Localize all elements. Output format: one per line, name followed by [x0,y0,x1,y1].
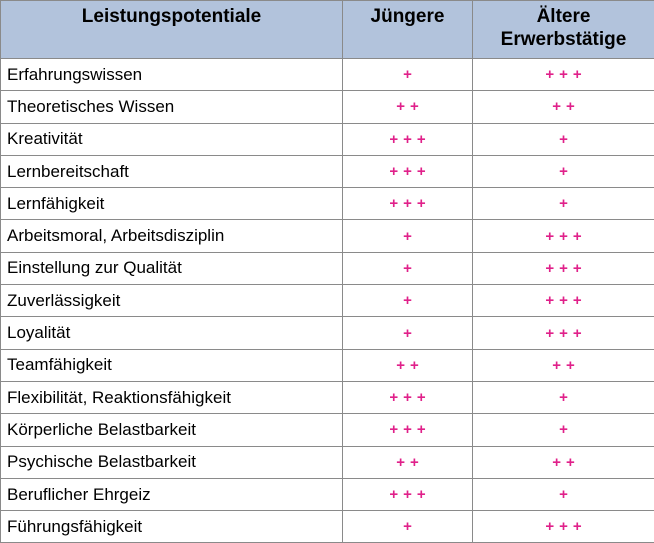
table-row: Einstellung zur Qualität + +++ [0,251,654,286]
table-row: Beruflicher Ehrgeiz +++ + [0,477,654,512]
older-rating-cell: +++ [472,510,654,543]
older-rating-cell: + [472,380,654,415]
younger-rating-cell: +++ [342,477,473,512]
criterion-cell: Beruflicher Ehrgeiz [0,477,343,512]
older-rating-cell: +++ [472,57,654,92]
criterion-cell: Lernbereitschaft [0,154,343,189]
criterion-cell: Kreativität [0,122,343,156]
older-rating-cell: + [472,477,654,512]
header-row: Leistungspotentiale Jüngere Ältere Erwer… [0,0,654,59]
table-row: Führungsfähigkeit + +++ [0,510,654,543]
younger-rating-cell: + [342,251,473,286]
header-older: Ältere Erwerbstätige [472,0,654,59]
table-row: Zuverlässigkeit + +++ [0,284,654,318]
older-rating-cell: +++ [472,316,654,350]
younger-rating-cell: +++ [342,154,473,189]
header-older-line2: Erwerbstätige [500,29,627,50]
older-rating-cell: +++ [472,219,654,253]
table-row: Theoretisches Wissen ++ ++ [0,90,654,124]
table-row: Erfahrungswissen + +++ [0,57,654,92]
header-criterion: Leistungspotentiale [0,0,343,59]
younger-rating-cell: +++ [342,122,473,156]
table-row: Arbeitsmoral, Arbeitsdisziplin + +++ [0,219,654,253]
criterion-cell: Arbeitsmoral, Arbeitsdisziplin [0,219,343,253]
younger-rating-cell: + [342,316,473,350]
criterion-cell: Körperliche Belastbarkeit [0,413,343,447]
criterion-cell: Theoretisches Wissen [0,90,343,124]
older-rating-cell: ++ [472,90,654,124]
table-header: Leistungspotentiale Jüngere Ältere Erwer… [0,0,654,59]
table-row: Loyalität + +++ [0,316,654,350]
criterion-cell: Flexibilität, Reaktionsfähigkeit [0,380,343,415]
younger-rating-cell: +++ [342,413,473,447]
older-rating-cell: + [472,413,654,447]
younger-rating-cell: + [342,284,473,318]
header-younger: Jüngere [342,0,473,59]
older-rating-cell: +++ [472,284,654,318]
older-rating-cell: + [472,187,654,221]
table-row: Körperliche Belastbarkeit +++ + [0,413,654,447]
criterion-cell: Loyalität [0,316,343,350]
table-row: Kreativität +++ + [0,122,654,156]
table-row: Flexibilität, Reaktionsfähigkeit +++ + [0,380,654,415]
younger-rating-cell: + [342,510,473,543]
header-older-line1: Ältere [536,6,591,27]
criterion-cell: Einstellung zur Qualität [0,251,343,286]
younger-rating-cell: ++ [342,90,473,124]
criterion-cell: Teamfähigkeit [0,348,343,382]
table-row: Lernbereitschaft +++ + [0,154,654,189]
table-row: Psychische Belastbarkeit ++ ++ [0,445,654,479]
younger-rating-cell: + [342,219,473,253]
older-rating-cell: ++ [472,445,654,479]
younger-rating-cell: +++ [342,380,473,415]
younger-rating-cell: +++ [342,187,473,221]
younger-rating-cell: + [342,57,473,92]
criterion-cell: Führungsfähigkeit [0,510,343,543]
table-body: Erfahrungswissen + +++ Theoretisches Wissen… [0,57,654,543]
criterion-cell: Erfahrungswissen [0,57,343,92]
younger-rating-cell: ++ [342,348,473,382]
table-row: Teamfähigkeit ++ ++ [0,348,654,382]
criterion-cell: Psychische Belastbarkeit [0,445,343,479]
older-rating-cell: ++ [472,348,654,382]
older-rating-cell: +++ [472,251,654,286]
table-row: Lernfähigkeit +++ + [0,187,654,221]
criterion-cell: Zuverlässigkeit [0,284,343,318]
younger-rating-cell: ++ [342,445,473,479]
criterion-cell: Lernfähigkeit [0,187,343,221]
older-rating-cell: + [472,122,654,156]
older-rating-cell: + [472,154,654,189]
